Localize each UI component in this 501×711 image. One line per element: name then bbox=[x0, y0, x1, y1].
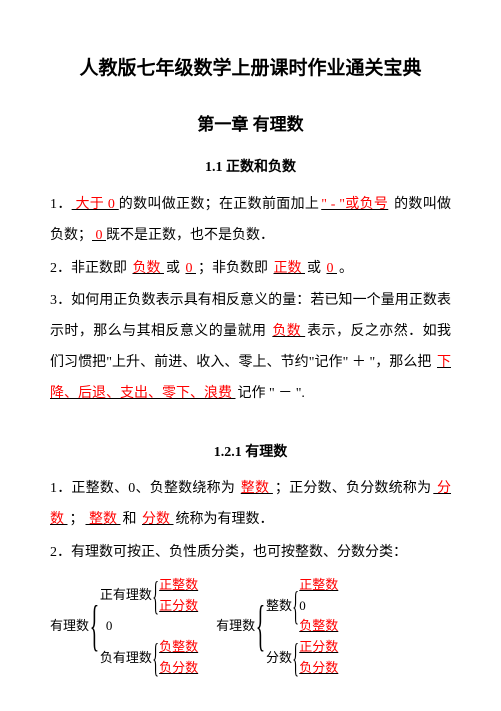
brace-icon: { bbox=[292, 590, 299, 622]
tree-leaf: 正整数 bbox=[299, 575, 338, 596]
tree-node: 0 bbox=[100, 616, 198, 637]
tree-node: 分数 bbox=[266, 648, 292, 669]
title-main: 人教版七年级数学上册课时作业通关宝典 bbox=[50, 48, 451, 90]
tree-root: 有理数 bbox=[50, 612, 89, 641]
blank: 负数 bbox=[270, 324, 307, 339]
tree-branch: 正有理数 { 正整数 正分数 bbox=[100, 575, 198, 617]
tree-level1: 正有理数 { 正整数 正分数 0 负有理数 { 负整数 负分数 bbox=[100, 575, 198, 679]
s2-p1: 1．正整数、0、负整数绕称为 整数 ；正分数、负分数统称为 分数 ； 整数 和 … bbox=[50, 474, 451, 536]
text: 1．正整数、0、负整数绕称为 bbox=[50, 481, 239, 496]
text: 或 bbox=[307, 261, 325, 276]
text: 或 bbox=[166, 261, 184, 276]
brace-icon: { bbox=[256, 604, 265, 649]
tree-by-type: 有理数 { 整数 { 正整数 0 负整数 分数 { 正分数 负分数 bbox=[216, 575, 338, 679]
brace-icon: { bbox=[90, 604, 99, 649]
blank: 0 bbox=[92, 228, 106, 243]
blank: 整数 bbox=[239, 481, 275, 496]
s1-p2: 2．非正数即 负数 或 0 ；非负数即 正数 或 0 。 bbox=[50, 254, 451, 285]
blank: 0 bbox=[184, 261, 199, 276]
text: 统称为有理数． bbox=[176, 512, 274, 527]
text: 和 bbox=[123, 512, 141, 527]
section-1-heading: 1.1 正数和负数 bbox=[50, 153, 451, 184]
tree-by-sign: 有理数 { 正有理数 { 正整数 正分数 0 负有理数 { 负整数 负分数 bbox=[50, 575, 198, 679]
classification-trees: 有理数 { 正有理数 { 正整数 正分数 0 负有理数 { 负整数 负分数 bbox=[50, 575, 451, 679]
text: 的数叫做正数；在正数前面加上 bbox=[119, 197, 319, 212]
text: 记作 " － ". bbox=[238, 386, 305, 401]
tree-leaf: 负分数 bbox=[159, 658, 198, 679]
text: 1． bbox=[50, 197, 72, 212]
blank: " - "或负号 bbox=[319, 197, 390, 212]
tree-leaf: 负整数 bbox=[299, 616, 338, 637]
text: ； bbox=[70, 512, 84, 527]
tree-leaves: 正整数 正分数 bbox=[159, 575, 198, 617]
tree-leaf: 正分数 bbox=[159, 596, 198, 617]
title-chapter: 第一章 有理数 bbox=[50, 106, 451, 143]
text: ；正分数、负分数统称为 bbox=[275, 481, 431, 496]
blank: 分数 bbox=[140, 512, 176, 527]
tree-node: 正有理数 bbox=[100, 585, 152, 606]
tree-leaf: 负分数 bbox=[299, 658, 338, 679]
brace-icon: { bbox=[152, 580, 159, 612]
text: 。 bbox=[339, 261, 353, 276]
tree-leaf: 负整数 bbox=[159, 637, 198, 658]
tree-root: 有理数 bbox=[216, 612, 255, 641]
text: 2．非正数即 bbox=[50, 261, 131, 276]
blank: 负数 bbox=[131, 261, 167, 276]
tree-branch: 负有理数 { 负整数 负分数 bbox=[100, 637, 198, 679]
blank: 大于 0 bbox=[72, 197, 119, 212]
brace-icon: { bbox=[292, 642, 299, 674]
s1-p3: 3．如何用正负数表示具有相反意义的量：若已知一个量用正数表示时，那么与其相反意义… bbox=[50, 286, 451, 409]
s2-p2: 2．有理数可按正、负性质分类，也可按整数、分数分类： bbox=[50, 538, 451, 569]
tree-branch: 分数 { 正分数 负分数 bbox=[266, 637, 338, 679]
tree-node: 负有理数 bbox=[100, 648, 152, 669]
section-2-heading: 1.2.1 有理数 bbox=[50, 438, 451, 469]
blank: 整数 bbox=[84, 512, 123, 527]
s1-p1: 1． 大于 0 的数叫做正数；在正数前面加上" - "或负号 的数叫做负数； 0… bbox=[50, 190, 451, 252]
tree-leaf: 0 bbox=[299, 596, 338, 617]
tree-level1: 整数 { 正整数 0 负整数 分数 { 正分数 负分数 bbox=[266, 575, 338, 679]
tree-leaves: 负整数 负分数 bbox=[159, 637, 198, 679]
tree-node: 整数 bbox=[266, 596, 292, 617]
blank: 0 bbox=[325, 261, 340, 276]
blank: 正数 bbox=[272, 261, 308, 276]
brace-icon: { bbox=[152, 642, 159, 674]
text: ；非负数即 bbox=[198, 261, 272, 276]
tree-leaf: 正分数 bbox=[299, 637, 338, 658]
tree-leaves: 正整数 0 负整数 bbox=[299, 575, 338, 637]
tree-leaf: 正整数 bbox=[159, 575, 198, 596]
text: 既不是正数，也不是负数． bbox=[106, 228, 274, 243]
tree-branch: 整数 { 正整数 0 负整数 bbox=[266, 575, 338, 637]
tree-leaves: 正分数 负分数 bbox=[299, 637, 338, 679]
